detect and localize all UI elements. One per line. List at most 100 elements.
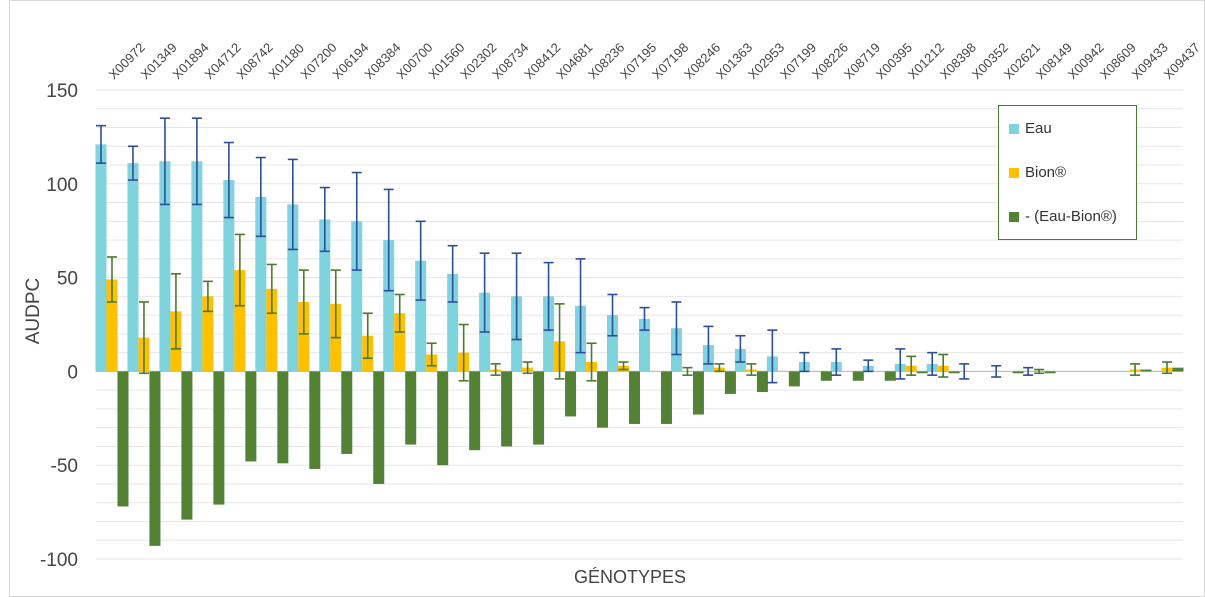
error-bar-bion xyxy=(458,323,469,382)
legend-label-eau: Eau xyxy=(1025,120,1052,137)
error-bar-bion xyxy=(586,342,597,382)
bar-bion xyxy=(266,288,278,372)
bar-eau-bion xyxy=(1012,371,1024,374)
legend-item-bion: Bion® xyxy=(1009,164,1066,181)
error-bar-eau xyxy=(255,156,266,238)
bar-eau xyxy=(607,315,619,372)
bar-eau-bion xyxy=(692,371,704,415)
bar-eau-bion xyxy=(1172,367,1184,372)
error-bar-eau xyxy=(319,186,330,253)
error-bar-bion xyxy=(106,256,117,303)
bar-eau-bion xyxy=(533,371,545,445)
error-bar-eau xyxy=(767,329,778,384)
error-bar-bion xyxy=(746,363,757,376)
bar-eau-bion xyxy=(1140,369,1152,372)
error-bars xyxy=(95,117,1173,384)
bar-eau xyxy=(127,163,139,372)
y-tick-label: 100 xyxy=(46,175,78,196)
error-bar-bion xyxy=(938,353,949,378)
error-bar-eau xyxy=(127,145,138,181)
error-bar-bion xyxy=(1130,363,1141,376)
bar-eau-bion xyxy=(629,371,641,424)
bar-eau-bion xyxy=(501,371,513,447)
legend-item-eau: Eau xyxy=(1009,120,1052,137)
error-bar-eau xyxy=(799,351,810,373)
bar-eau xyxy=(95,144,107,372)
bar-eau-bion xyxy=(597,371,609,428)
bar-eau xyxy=(255,196,267,372)
error-bar-eau xyxy=(1023,366,1034,376)
error-bar-eau xyxy=(511,252,522,341)
error-bar-eau xyxy=(959,363,970,380)
bar-bion xyxy=(298,301,310,372)
error-bar-eau xyxy=(351,171,362,271)
bar-eau-bion xyxy=(788,371,800,387)
chart-legend: Eau Bion® - (Eau-Bion®) xyxy=(998,105,1137,240)
x-tick-label: X09437 xyxy=(1161,40,1203,82)
error-bar-eau xyxy=(991,364,1002,378)
bar-eau-bion xyxy=(373,371,385,484)
error-bar-bion xyxy=(426,342,437,367)
bar-eau xyxy=(383,240,395,372)
error-bar-bion xyxy=(490,363,501,376)
bar-eau-bion xyxy=(756,371,768,393)
bar-eau-bion xyxy=(437,371,449,466)
error-bar-eau xyxy=(863,359,874,373)
y-tick-label: -50 xyxy=(51,456,78,477)
error-bar-eau xyxy=(223,141,234,219)
y-tick-label: 150 xyxy=(46,81,78,102)
legend-label-diff: - (Eau-Bion®) xyxy=(1025,208,1117,225)
bar-eau xyxy=(223,180,235,372)
error-bar-bion xyxy=(618,361,629,371)
bar-eau-bion xyxy=(820,371,832,381)
error-bar-eau xyxy=(703,325,714,365)
y-tick-label: 50 xyxy=(57,269,78,290)
error-bar-bion xyxy=(1162,361,1173,375)
bar-bion xyxy=(202,296,214,372)
bar-eau-bion xyxy=(884,371,896,381)
bar-eau-bion xyxy=(277,371,289,464)
bar-eau xyxy=(319,219,331,372)
error-bar-bion xyxy=(362,312,373,360)
error-bar-eau xyxy=(735,334,746,363)
error-bar-bion xyxy=(394,293,405,333)
bar-eau xyxy=(415,260,427,372)
error-bar-eau xyxy=(191,117,202,206)
error-bar-eau xyxy=(287,158,298,251)
y-axis-title: AUDPC xyxy=(23,277,44,345)
error-bar-eau xyxy=(383,188,394,292)
bar-eau xyxy=(351,221,363,372)
bar-eau-bion xyxy=(565,371,577,417)
bar-eau-bion xyxy=(660,371,672,424)
bar-bion xyxy=(106,279,118,372)
bar-eau-bion xyxy=(309,371,321,469)
error-bar-eau xyxy=(159,117,170,206)
bar-eau-bion xyxy=(117,371,129,507)
error-bar-bion xyxy=(330,269,341,339)
y-tick-label: 0 xyxy=(67,362,78,383)
error-bar-bion xyxy=(522,361,533,375)
bar-eau-bion xyxy=(1044,371,1056,374)
legend-swatch-diff xyxy=(1009,211,1019,222)
error-bar-bion xyxy=(202,280,213,313)
error-bar-bion xyxy=(554,303,565,380)
x-tick-labels: X00972X01349X01894X04712X08742X01180X072… xyxy=(106,40,1203,82)
error-bar-bion xyxy=(714,363,725,373)
x-axis-title: GÉNOTYPES xyxy=(573,567,687,587)
bar-eau-bion xyxy=(852,371,864,381)
bar-eau-bion xyxy=(149,371,161,546)
bar-eau-bion xyxy=(724,371,736,394)
bar-eau-bion xyxy=(916,371,928,374)
legend-swatch-bion xyxy=(1009,167,1019,178)
legend-item-diff: - (Eau-Bion®) xyxy=(1009,208,1117,225)
bar-eau xyxy=(191,161,203,372)
bar-bion xyxy=(234,270,246,372)
bar-eau xyxy=(543,296,555,372)
error-bar-bion xyxy=(1034,368,1045,375)
error-bar-eau xyxy=(927,351,938,376)
bar-eau-bion xyxy=(181,371,193,520)
bar-eau-bion xyxy=(948,371,960,374)
error-bar-eau xyxy=(447,244,458,303)
bar-eau-bion xyxy=(405,371,417,445)
